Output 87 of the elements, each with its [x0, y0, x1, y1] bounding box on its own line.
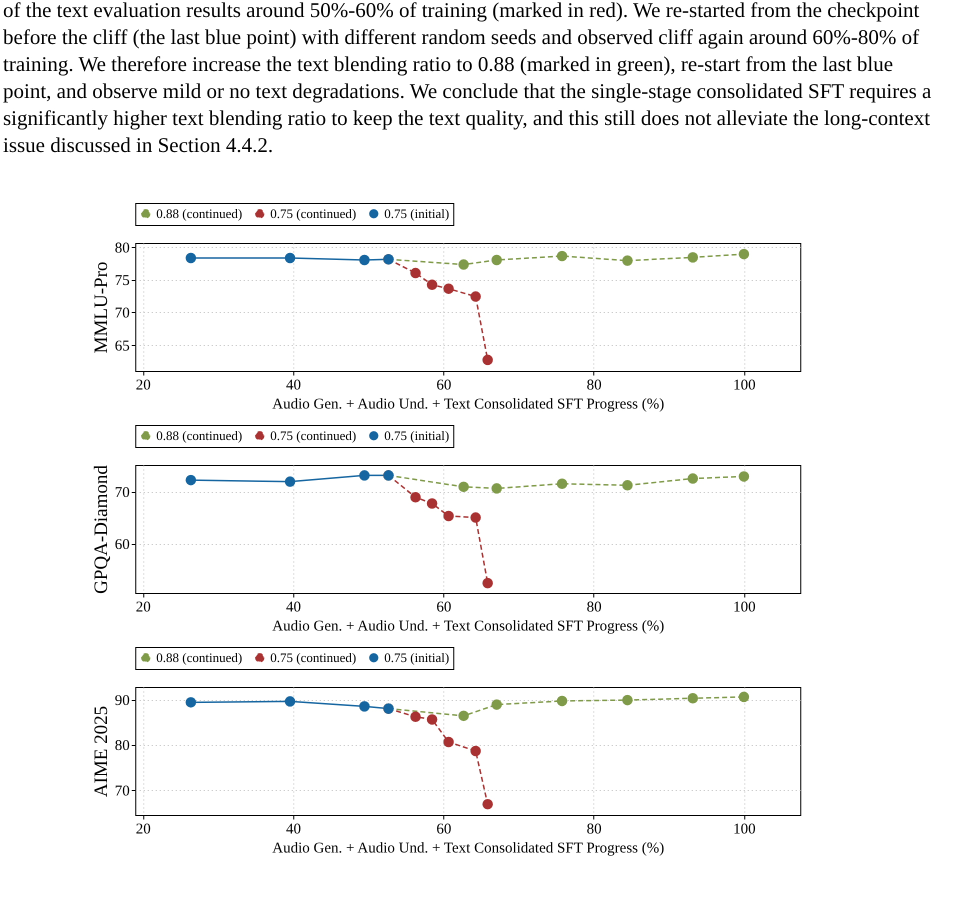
x-axis-title: Audio Gen. + Audio Und. + Text Consolidated SFT Progress (%) [272, 396, 664, 412]
y-axis-title: AIME 2025 [90, 706, 112, 798]
y-axis-title: GPQA-Diamond [90, 464, 112, 594]
legend-label: 0.75 (initial) [384, 206, 450, 221]
x-tick-label: 60 [436, 822, 452, 838]
point [491, 483, 502, 494]
point [186, 697, 196, 708]
text: of the text evaluation results around 50%-60% of training (marked in red). We re-started from the checkpoint [3, 0, 920, 22]
x-tick-label: 100 [733, 378, 756, 394]
x-tick-label: 80 [586, 378, 602, 394]
point [458, 482, 469, 492]
point [688, 473, 698, 484]
y-axis-title: MMLU-Pro [90, 262, 112, 354]
text: point, and observe mild or no text degradations. We conclude that the single-stage consolidated SFT requires a [3, 79, 932, 103]
point [186, 474, 196, 486]
x-axis-title: Audio Gen. + Audio Und. + Text Consolidated SFT Progress (%) [272, 618, 664, 634]
point [443, 736, 454, 748]
point [738, 248, 750, 260]
point [738, 471, 750, 482]
legend-label: 0.75 (continued) [270, 650, 356, 665]
text: before the cliff (the last blue point) with different random seeds and observed cliff again around 60%-80% of [3, 25, 920, 49]
point [688, 693, 698, 704]
point [556, 696, 568, 706]
point [470, 512, 481, 523]
legend-label: 0.75 (continued) [270, 428, 356, 443]
y-tick-label: 75 [114, 273, 130, 290]
point [482, 798, 493, 810]
text: issue discussed in Section 4.4.2. [3, 133, 274, 157]
point [443, 510, 454, 522]
point [359, 701, 370, 712]
legend-label: 0.88 (continued) [156, 206, 242, 221]
point [738, 692, 750, 702]
point [622, 694, 633, 706]
point [688, 252, 698, 263]
legend-label: 0.75 (initial) [384, 428, 450, 443]
legend-label: 0.75 (initial) [384, 650, 450, 665]
x-tick-label: 100 [733, 822, 756, 838]
point [622, 255, 633, 266]
y-tick-label: 80 [114, 738, 130, 754]
x-tick-label: 40 [286, 600, 302, 616]
point [426, 714, 438, 725]
y-tick-label: 65 [114, 338, 130, 354]
x-tick-label: 20 [136, 822, 151, 838]
point [458, 259, 469, 270]
text: training. We therefore increase the text blending ratio to 0.88 (marked in green), re-start from the last blue [3, 52, 894, 76]
point [491, 699, 502, 710]
point [284, 476, 296, 487]
x-tick-label: 60 [436, 600, 452, 616]
point [470, 291, 481, 302]
point [359, 254, 370, 266]
point [556, 250, 568, 262]
point [443, 283, 454, 294]
y-tick-label: 70 [114, 485, 130, 502]
point [556, 478, 568, 489]
legend-label: 0.88 (continued) [156, 428, 242, 443]
point [491, 254, 502, 266]
point [426, 498, 438, 509]
point [470, 746, 481, 756]
x-tick-label: 40 [286, 378, 302, 394]
point [482, 578, 493, 588]
point [622, 480, 633, 491]
point [186, 252, 196, 264]
point [284, 696, 296, 707]
x-tick-label: 20 [136, 378, 151, 394]
x-tick-label: 60 [436, 378, 452, 394]
x-tick-label: 80 [586, 822, 602, 838]
y-tick-label: 60 [114, 537, 130, 554]
point [410, 712, 421, 722]
x-axis-title: Audio Gen. + Audio Und. + Text Consolidated SFT Progress (%) [272, 840, 664, 856]
x-tick-label: 20 [136, 600, 151, 616]
x-tick-label: 80 [586, 600, 602, 616]
legend-label: 0.88 (continued) [156, 650, 242, 665]
point [482, 354, 493, 366]
y-tick-label: 70 [114, 306, 130, 322]
text: significantly higher text blending ratio to keep the text quality, and this still does not alleviate the long-context [3, 106, 930, 130]
legend-label: 0.75 (continued) [270, 206, 356, 221]
point [410, 492, 421, 502]
point [458, 710, 469, 722]
point [284, 252, 296, 264]
point [359, 470, 370, 481]
point [410, 268, 421, 278]
y-tick-label: 80 [114, 240, 130, 256]
x-tick-label: 40 [286, 822, 302, 838]
y-tick-label: 70 [114, 783, 130, 800]
x-tick-label: 100 [733, 600, 756, 616]
y-tick-label: 90 [114, 693, 130, 710]
point [426, 280, 438, 290]
